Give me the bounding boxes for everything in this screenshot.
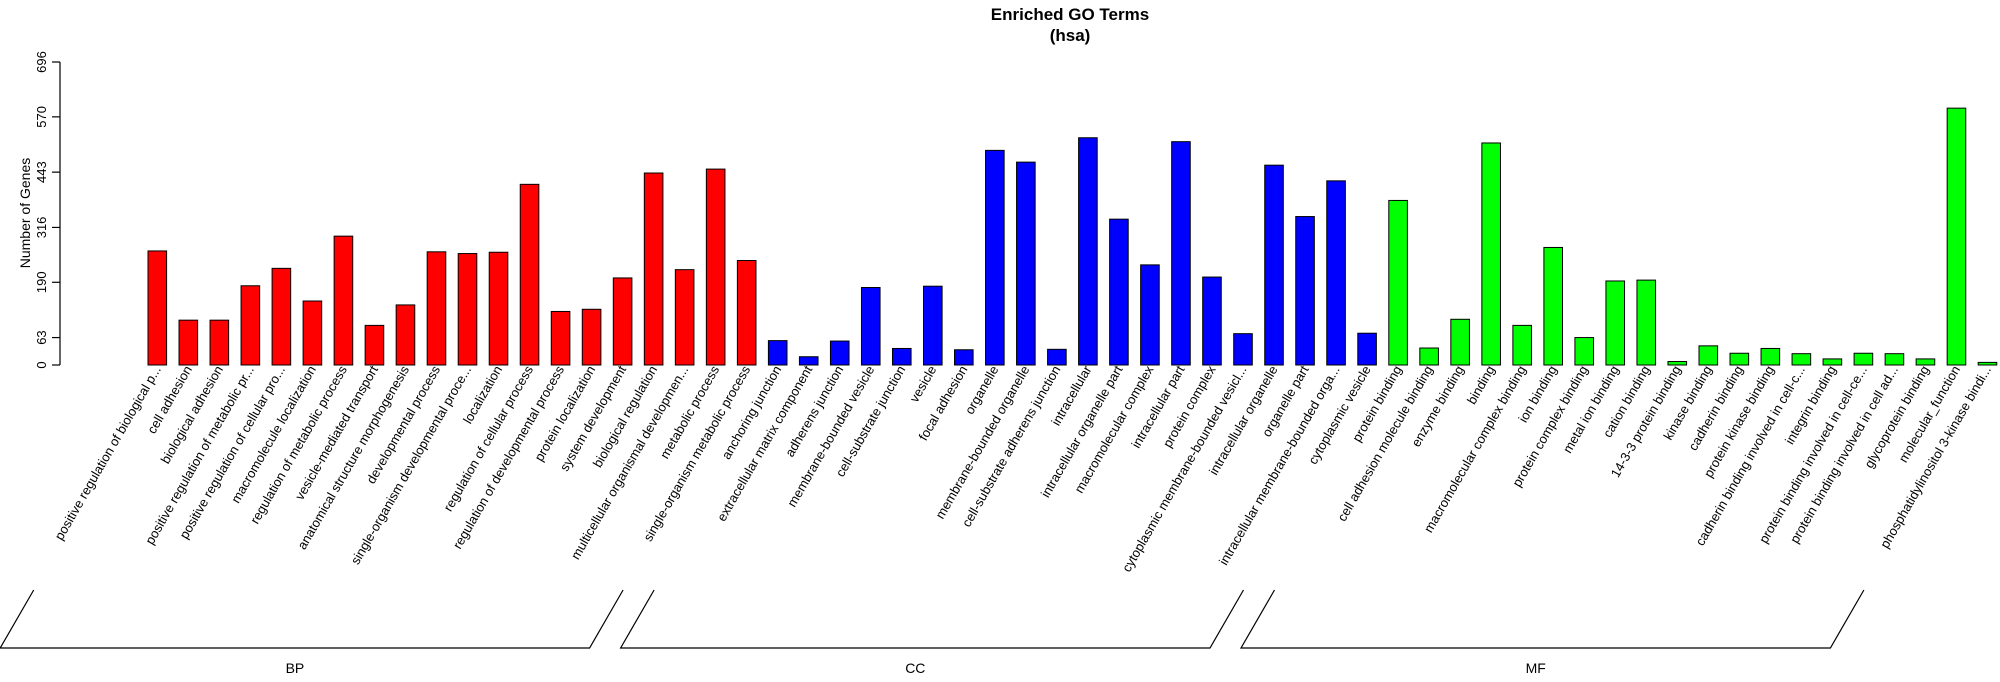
bar (581, 308, 602, 366)
group-bracket (0, 589, 624, 649)
bar (1388, 199, 1408, 366)
x-axis-labels: positive regulation of biological p...ce… (52, 362, 1995, 574)
bar (364, 324, 385, 366)
bar (612, 277, 633, 366)
bar (1171, 141, 1191, 366)
bar (1450, 318, 1470, 366)
chart-title: Enriched GO Terms (991, 5, 1149, 24)
bar (985, 149, 1005, 366)
group-label: BP (286, 660, 305, 676)
bar (395, 304, 416, 366)
bar (1667, 361, 1688, 366)
bar (1760, 347, 1781, 366)
bar (1047, 348, 1067, 366)
group-label: CC (905, 660, 925, 676)
y-tick-label: 316 (34, 217, 49, 239)
y-tick-label: 570 (34, 106, 49, 128)
bar (1295, 216, 1315, 366)
bar (178, 319, 199, 366)
bar (1822, 358, 1843, 366)
y-axis: 0 63 190 316 443 570 696 (34, 51, 61, 369)
bar (1357, 332, 1377, 366)
bar (1481, 142, 1501, 366)
group-bracket (619, 589, 1245, 649)
bar (333, 235, 354, 366)
bar (1109, 218, 1129, 366)
y-tick-label: 0 (34, 361, 49, 368)
bar (1729, 352, 1750, 366)
bar (1853, 352, 1874, 366)
bar (519, 183, 540, 366)
bar (1016, 161, 1036, 366)
bar (1543, 246, 1564, 366)
bar (674, 269, 695, 366)
x-tick-label: binding (1464, 363, 1498, 407)
bar (643, 172, 664, 366)
bar (426, 251, 447, 366)
bar (736, 260, 757, 366)
bar (1884, 353, 1905, 366)
bar (271, 267, 292, 366)
x-tick-label: positive regulation of biological p... (52, 363, 164, 543)
bar (1512, 324, 1532, 366)
bar (1233, 333, 1253, 366)
y-tick-label: 696 (34, 51, 49, 73)
group-label: MF (1526, 660, 1546, 676)
bar (550, 310, 571, 366)
bar (209, 319, 230, 366)
group-bracket (1239, 589, 1865, 649)
bar (1605, 280, 1626, 366)
bar (1326, 180, 1346, 366)
bar (1202, 276, 1222, 366)
bar (860, 287, 881, 366)
bar (457, 253, 478, 366)
bar (240, 285, 261, 366)
bars (147, 107, 1998, 366)
group-brackets: BP CC MF (0, 589, 1865, 676)
bar (1140, 264, 1160, 366)
y-axis-title: Number of Genes (17, 158, 33, 269)
bar (954, 349, 974, 366)
bar (829, 340, 850, 366)
bar (302, 300, 323, 366)
bar (488, 251, 509, 366)
y-tick-label: 190 (34, 271, 49, 293)
bar (1419, 347, 1439, 366)
bar (1264, 164, 1284, 366)
bar (1915, 358, 1936, 366)
bar (1946, 107, 1967, 366)
bar (891, 347, 912, 366)
y-tick-label: 443 (34, 161, 49, 183)
bar (923, 285, 943, 366)
chart-subtitle: (hsa) (1050, 26, 1091, 45)
bar (1636, 279, 1657, 366)
bar (147, 250, 168, 366)
bar (1574, 337, 1595, 366)
x-tick-label: vesicle (907, 363, 940, 405)
bar (798, 356, 819, 366)
bar (1698, 345, 1719, 366)
bar (705, 168, 726, 366)
bar (1977, 361, 1998, 366)
bar (1791, 353, 1812, 366)
bar (1078, 137, 1098, 366)
bar (767, 340, 788, 366)
y-tick-label: 63 (34, 330, 49, 344)
